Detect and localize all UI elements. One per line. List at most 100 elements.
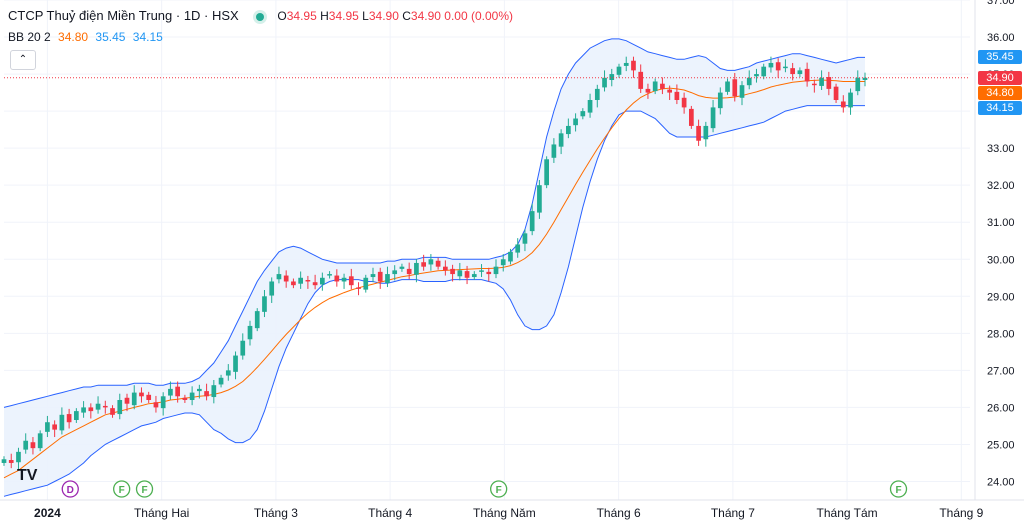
candle-body (254, 311, 260, 329)
candle-body (327, 274, 332, 276)
event-marker-label: F (141, 485, 147, 496)
candle (312, 274, 318, 290)
candle (225, 364, 231, 381)
y-tick-label: 37.00 (987, 0, 1015, 7)
candle (117, 393, 123, 420)
legend-header: CTCP Thuỷ điện Miền Trung · 1D · HSX O34… (8, 8, 513, 23)
candle-body (52, 424, 57, 430)
candle (508, 248, 513, 265)
candle-body (435, 260, 441, 267)
x-tick-label: Tháng Năm (473, 506, 536, 520)
event-marker[interactable]: F (490, 480, 508, 498)
candle-body (160, 396, 166, 409)
candle-body (450, 268, 455, 275)
candle-body (45, 422, 50, 432)
candle-body (305, 280, 311, 282)
event-marker[interactable]: F (113, 480, 131, 498)
candle (327, 271, 332, 279)
candle-body (131, 392, 137, 406)
candle (81, 401, 86, 418)
candle (269, 277, 275, 303)
candle-body (291, 281, 296, 286)
candle-body (754, 74, 759, 77)
candle (204, 383, 209, 401)
candle-body (59, 414, 65, 431)
bollinger-upper-line (3, 38, 865, 408)
candle-body (544, 159, 549, 186)
candle (710, 100, 716, 133)
y-tick-label: 30.00 (987, 254, 1015, 266)
candle-body (819, 77, 824, 86)
candle-body (95, 403, 101, 410)
candle (356, 282, 361, 296)
candle (717, 87, 723, 115)
candle (775, 58, 781, 78)
candle-body (631, 60, 636, 71)
indicator-legend[interactable]: BB 20 2 34.80 35.45 34.15 (8, 30, 163, 44)
event-marker-label: F (119, 485, 125, 496)
candle (457, 262, 463, 281)
event-marker-circle (135, 480, 154, 498)
candle-body (240, 340, 246, 356)
candle (52, 420, 57, 438)
candle-body (74, 411, 79, 420)
y-tick-label: 26.00 (987, 402, 1015, 414)
x-tick-label: Tháng 4 (368, 506, 412, 520)
event-marker-label: F (496, 485, 502, 496)
candle-body (689, 108, 694, 126)
candle (652, 78, 658, 95)
event-marker[interactable]: F (135, 480, 154, 498)
event-marker[interactable]: D (61, 480, 79, 498)
candle (421, 254, 426, 271)
candle-body (804, 68, 810, 82)
candle-body (500, 259, 506, 266)
candle (471, 271, 477, 280)
price-tag: 35.45 (978, 50, 1022, 65)
time-axis: 2024 Tháng Hai Tháng 3 Tháng 4 Tháng Năm Thán… (0, 499, 1024, 520)
candle-body (797, 70, 803, 75)
candle-body (218, 377, 224, 385)
candle (768, 56, 774, 73)
candle-body (117, 400, 123, 415)
candle (428, 254, 434, 271)
candle-body (515, 244, 521, 253)
symbol-title[interactable]: CTCP Thuỷ điện Miền Trung · 1D · HSX (8, 8, 239, 23)
candle-body (681, 97, 687, 108)
candle-body (88, 407, 94, 412)
candle (833, 83, 839, 103)
candle-body (812, 83, 817, 86)
candle-body (392, 270, 398, 275)
candle-body (175, 386, 180, 397)
event-marker[interactable]: F (889, 480, 908, 498)
candle-body (377, 271, 383, 282)
candle-body (594, 88, 600, 100)
candle-body (428, 259, 434, 265)
x-tick-label: Tháng 6 (597, 506, 641, 520)
candle (587, 93, 593, 118)
candle-body (356, 287, 361, 289)
x-tick-label: 2024 (34, 506, 61, 520)
candle-body (464, 271, 470, 278)
candle-body (471, 274, 477, 278)
candle-body (16, 451, 21, 463)
candle-body (768, 62, 774, 68)
x-tick-label: Tháng Hai (134, 506, 189, 520)
candle (30, 437, 36, 455)
candle-body (30, 442, 36, 449)
candle (363, 274, 369, 293)
candle (703, 121, 709, 147)
change-value: 0.00 (0.00%) (444, 9, 513, 23)
bollinger-band-fill (4, 38, 865, 497)
candle-body (385, 274, 390, 283)
candle (551, 138, 557, 163)
candle (594, 84, 600, 108)
low-label: L (362, 9, 369, 23)
collapse-legend-button[interactable]: ⌃ (10, 50, 36, 70)
candle-body (262, 296, 267, 312)
candle-body (609, 74, 615, 80)
candle (146, 391, 152, 403)
event-marker-circle (889, 480, 908, 498)
candle-body (269, 281, 275, 296)
candle (406, 262, 412, 280)
